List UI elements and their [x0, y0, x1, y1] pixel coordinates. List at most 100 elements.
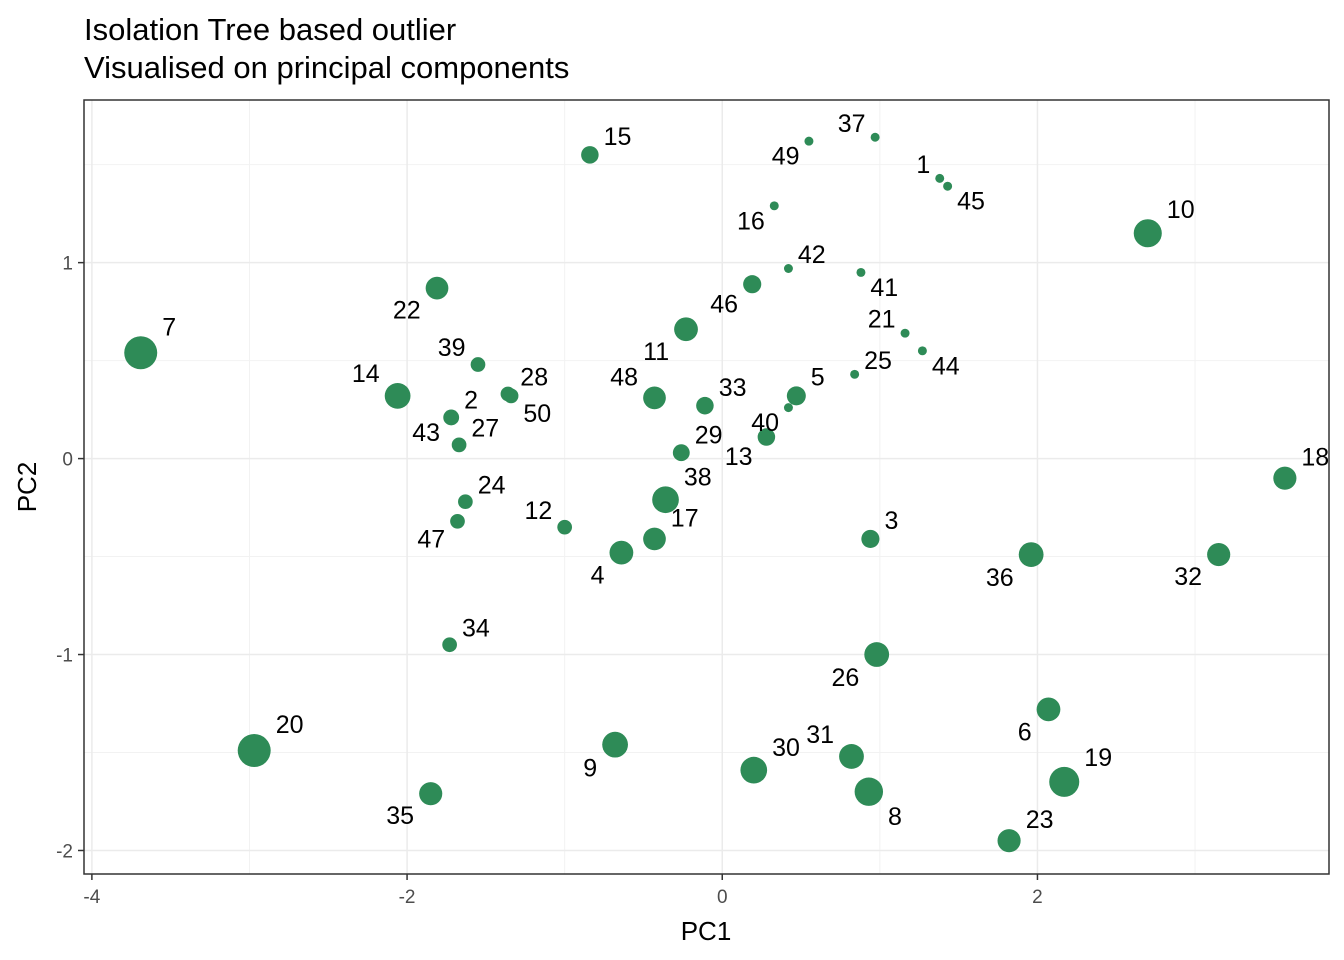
data-point-15 [581, 146, 599, 164]
data-point-40 [783, 403, 793, 413]
data-point-10 [1133, 219, 1162, 248]
data-point-17 [643, 527, 666, 551]
point-label-23: 23 [1026, 806, 1054, 834]
data-point-7 [124, 336, 158, 370]
data-point-26 [864, 642, 890, 667]
data-point-42 [783, 264, 793, 273]
point-label-31: 31 [806, 721, 834, 749]
point-label-21: 21 [868, 306, 896, 334]
point-label-19: 19 [1084, 744, 1112, 772]
point-label-3: 3 [885, 507, 899, 535]
point-labels-layer: 1234567891011121314151617181920212223242… [162, 110, 1329, 834]
point-label-16: 16 [737, 207, 765, 235]
data-point-14 [384, 383, 411, 409]
data-point-12 [557, 519, 573, 535]
point-label-46: 46 [710, 290, 738, 318]
point-label-25: 25 [864, 347, 892, 375]
point-label-39: 39 [438, 334, 466, 362]
point-label-30: 30 [772, 734, 800, 762]
point-label-48: 48 [610, 364, 638, 392]
point-label-15: 15 [604, 123, 632, 151]
point-label-35: 35 [386, 802, 414, 830]
data-point-44 [917, 346, 927, 356]
data-point-4 [609, 540, 634, 565]
point-label-1: 1 [916, 151, 930, 179]
point-label-24: 24 [478, 471, 506, 499]
point-label-40: 40 [751, 409, 779, 437]
data-point-20 [237, 734, 271, 768]
y-axis-label: PC2 [12, 462, 42, 513]
data-point-24 [458, 494, 473, 510]
point-label-14: 14 [352, 360, 380, 388]
grid-minor [84, 100, 1329, 874]
x-tick-label: -4 [83, 887, 100, 908]
data-point-5 [786, 386, 806, 406]
data-point-39 [470, 357, 486, 372]
point-label-50: 50 [523, 400, 551, 428]
point-label-12: 12 [524, 497, 552, 525]
point-label-42: 42 [798, 241, 826, 269]
y-tick-label: 0 [62, 450, 73, 471]
data-point-36 [1018, 542, 1044, 568]
x-axis-label: PC1 [681, 916, 732, 946]
data-point-46 [743, 275, 762, 294]
points-layer [124, 132, 1297, 853]
data-point-34 [442, 637, 457, 653]
point-label-6: 6 [1018, 718, 1032, 746]
data-point-38 [652, 486, 679, 514]
point-label-34: 34 [462, 614, 490, 642]
data-point-33 [696, 396, 714, 415]
data-point-16 [769, 201, 779, 211]
point-label-47: 47 [417, 526, 445, 554]
point-label-29: 29 [695, 421, 723, 449]
y-tick-label: -1 [56, 646, 73, 667]
point-label-18: 18 [1301, 444, 1329, 472]
data-point-6 [1036, 697, 1061, 722]
data-point-25 [850, 369, 860, 379]
data-point-37 [870, 132, 880, 142]
point-label-10: 10 [1167, 196, 1195, 224]
point-label-32: 32 [1174, 563, 1202, 591]
point-label-43: 43 [412, 419, 440, 447]
data-point-30 [740, 756, 768, 784]
point-label-22: 22 [393, 297, 421, 325]
data-point-47 [450, 513, 465, 529]
point-label-7: 7 [162, 313, 176, 341]
data-point-50 [503, 388, 519, 404]
point-label-28: 28 [520, 364, 548, 392]
data-point-11 [674, 317, 698, 342]
data-point-1 [935, 173, 945, 183]
data-point-32 [1207, 543, 1231, 567]
point-label-8: 8 [888, 803, 902, 831]
point-label-36: 36 [986, 564, 1014, 592]
point-label-4: 4 [591, 562, 605, 590]
data-point-45 [943, 181, 953, 191]
y-tick-label: 1 [62, 254, 73, 275]
point-label-41: 41 [870, 274, 898, 302]
point-label-37: 37 [838, 110, 866, 138]
point-label-11: 11 [643, 338, 669, 366]
data-point-21 [900, 328, 910, 338]
chart-subtitle: Visualised on principal components [84, 50, 570, 85]
data-point-35 [419, 782, 443, 806]
data-point-29 [672, 444, 690, 462]
point-label-38: 38 [684, 463, 712, 491]
data-point-48 [643, 386, 666, 410]
chart-title: Isolation Tree based outlier [84, 12, 457, 47]
x-tick-label: 0 [717, 887, 728, 908]
point-label-26: 26 [831, 664, 859, 692]
point-label-9: 9 [583, 755, 597, 783]
data-point-9 [602, 731, 628, 758]
point-label-27: 27 [471, 415, 499, 443]
data-point-41 [856, 267, 866, 277]
y-axis-ticks: -2 -1 0 1 [56, 254, 84, 862]
x-tick-label: -2 [399, 887, 416, 908]
data-point-13 [757, 428, 776, 446]
point-label-20: 20 [276, 711, 304, 739]
point-label-5: 5 [811, 363, 825, 391]
data-point-18 [1273, 466, 1297, 490]
point-label-17: 17 [671, 505, 699, 533]
point-label-49: 49 [772, 143, 800, 171]
data-point-43 [445, 412, 455, 422]
